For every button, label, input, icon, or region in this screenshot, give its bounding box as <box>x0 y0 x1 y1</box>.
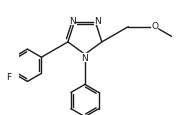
Text: N: N <box>82 53 88 62</box>
Text: F: F <box>6 72 11 81</box>
Text: N: N <box>94 17 101 26</box>
Text: O: O <box>151 22 158 31</box>
Text: N: N <box>69 17 75 26</box>
